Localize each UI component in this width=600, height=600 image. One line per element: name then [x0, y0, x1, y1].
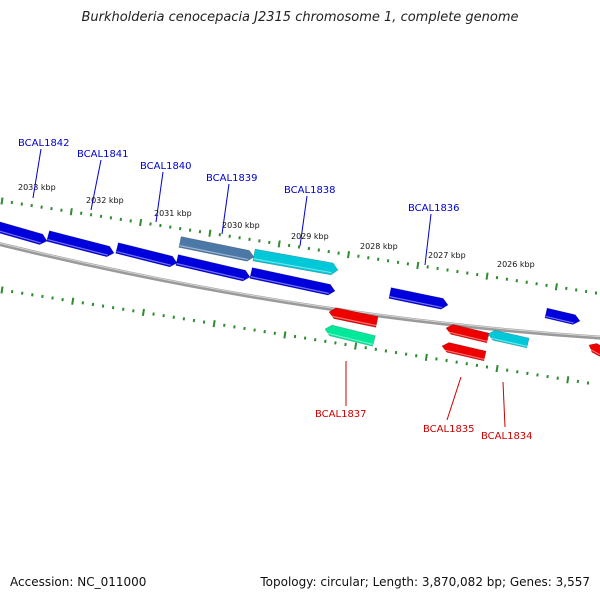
scale-tick: [495, 364, 499, 373]
gene-labels: 2033 kbp 2032 kbp 2031 kbp 2030 kbp 2029 kbp…: [18, 138, 535, 442]
gene-arrow-shade: [588, 347, 600, 356]
scale-label: 2028 kbp: [360, 242, 398, 251]
gene-arrow[interactable]: [178, 236, 255, 262]
gene-arrow[interactable]: [328, 307, 379, 328]
gene-label-leader: [299, 195, 308, 247]
gene-arrow[interactable]: [487, 330, 530, 349]
scale-tick: [208, 229, 212, 237]
gene-arrow[interactable]: [252, 248, 339, 276]
scale-tick: [485, 272, 489, 280]
scale-tick: [416, 261, 420, 270]
gene-arrow[interactable]: [249, 267, 336, 296]
scale-ticks: [0, 197, 598, 385]
gene-arrow-shade: [47, 239, 108, 256]
gene-label-leader: [90, 159, 102, 211]
gene-arrow[interactable]: [324, 324, 376, 347]
scale-label: 2033 kbp: [18, 183, 56, 192]
gene-arrow[interactable]: [445, 324, 490, 344]
scale-tick: [0, 286, 4, 294]
gene-arrow[interactable]: [0, 221, 48, 245]
gene-arrow-shade: [176, 263, 244, 280]
map-title: Burkholderia cenocepacia J2315 chromosom…: [81, 10, 519, 25]
gene-label[interactable]: BCAL1836: [408, 203, 460, 214]
chromosome-backbone: [0, 242, 600, 340]
gene-arrow-shade: [253, 258, 332, 274]
scale-label: 2029 kbp: [291, 232, 329, 241]
gene-arrow-shade: [441, 348, 485, 361]
scale-tick: [139, 218, 143, 227]
gene-arrow-shade: [389, 296, 442, 308]
gene-arrow[interactable]: [544, 307, 581, 325]
gene-label[interactable]: BCAL1835: [423, 424, 475, 435]
gene-features: [0, 221, 600, 362]
gene-arrow[interactable]: [441, 342, 487, 362]
scale-tick: [0, 197, 4, 205]
gene-arrow-shade: [0, 230, 41, 244]
scale-tick: [69, 208, 73, 216]
gene-arrow-shade: [250, 276, 329, 294]
gene-label[interactable]: BCAL1838: [284, 185, 336, 196]
gene-label[interactable]: BCAL1834: [481, 431, 533, 442]
scale-tick: [71, 297, 75, 305]
gene-label-leader: [446, 376, 462, 421]
scale-label: 2030 kbp: [222, 221, 260, 230]
chromosome-backbone-highlight: [0, 242, 600, 338]
gene-arrow-shade: [324, 332, 374, 346]
gene-arrow-shade: [179, 245, 248, 261]
scale-tick: [346, 251, 351, 259]
gene-arrow[interactable]: [588, 343, 600, 357]
scale-tick: [141, 308, 145, 317]
gene-label-leader: [32, 148, 42, 199]
lower-scale-ticks: [0, 286, 590, 385]
gene-arrow[interactable]: [115, 242, 178, 268]
scale-tick: [283, 331, 287, 339]
gene-label-leader: [502, 381, 506, 428]
gene-arrow[interactable]: [175, 254, 251, 282]
gene-arrow[interactable]: [46, 230, 115, 258]
gene-arrow-shade: [487, 336, 528, 348]
scale-tick: [277, 240, 281, 248]
scale-label: 2026 kbp: [497, 260, 535, 269]
gene-label[interactable]: BCAL1837: [315, 409, 367, 420]
gene-label-leader: [155, 171, 164, 223]
scale-label: 2027 kbp: [428, 251, 466, 260]
accession-text: Accession: NC_011000: [10, 575, 147, 589]
gene-label[interactable]: BCAL1841: [77, 149, 129, 160]
scale-tick: [554, 283, 558, 291]
gene-label[interactable]: BCAL1839: [206, 173, 258, 184]
gene-arrow-shade: [545, 315, 574, 324]
gene-arrow-shade: [116, 251, 171, 266]
gene-label-leader: [221, 183, 230, 235]
gene-arrow[interactable]: [388, 287, 449, 310]
gene-label-leader: [424, 213, 432, 266]
scale-label: 2031 kbp: [154, 209, 192, 218]
genome-summary: Topology: circular; Length: 3,870,082 bp…: [260, 575, 590, 589]
scale-label: 2032 kbp: [86, 196, 124, 205]
scale-tick: [354, 342, 358, 350]
gene-arrow-shade: [445, 330, 488, 343]
scale-tick: [566, 376, 570, 384]
scale-tick: [212, 320, 216, 328]
upper-scale-ticks: [0, 197, 598, 295]
scale-tick: [424, 353, 428, 361]
gene-label[interactable]: BCAL1840: [140, 161, 192, 172]
gene-label[interactable]: BCAL1842: [18, 138, 70, 149]
gene-arrow-shade: [328, 315, 377, 327]
